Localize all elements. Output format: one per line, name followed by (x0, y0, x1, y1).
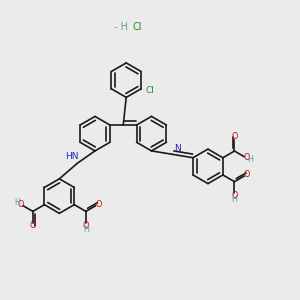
Text: Cl: Cl (146, 86, 154, 95)
Text: H: H (247, 155, 253, 164)
Text: O: O (231, 191, 238, 200)
Text: O: O (243, 153, 250, 162)
Text: O: O (30, 221, 36, 230)
Text: H: H (232, 195, 237, 204)
Text: H: H (14, 198, 20, 207)
Text: Cl: Cl (132, 22, 142, 32)
Text: H: H (83, 225, 89, 234)
Text: O: O (244, 170, 250, 179)
Text: N: N (174, 144, 181, 153)
Text: - H: - H (114, 22, 128, 32)
Text: HN: HN (65, 152, 79, 161)
Text: O: O (95, 200, 101, 209)
Text: O: O (231, 132, 238, 141)
Text: O: O (83, 220, 89, 230)
Text: O: O (18, 200, 24, 209)
